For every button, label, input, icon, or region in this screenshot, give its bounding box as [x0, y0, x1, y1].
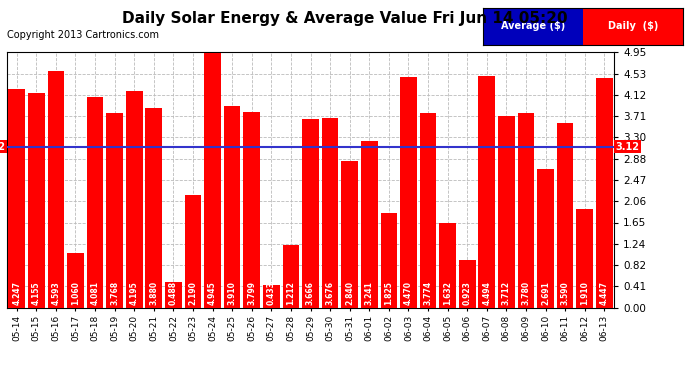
Bar [400, 77, 417, 308]
Bar [361, 141, 377, 308]
Text: 3.676: 3.676 [326, 281, 335, 305]
Text: 3.768: 3.768 [110, 281, 119, 305]
Bar [8, 89, 25, 308]
Text: 1.212: 1.212 [286, 281, 295, 305]
Text: 4.195: 4.195 [130, 281, 139, 305]
Bar [576, 209, 593, 308]
Bar [440, 224, 456, 308]
Text: 3.241: 3.241 [365, 281, 374, 305]
Text: 4.447: 4.447 [600, 281, 609, 305]
Text: 2.190: 2.190 [188, 281, 197, 305]
Text: 3.712: 3.712 [502, 281, 511, 305]
FancyBboxPatch shape [483, 8, 583, 45]
Text: 4.593: 4.593 [51, 281, 60, 305]
Text: 4.945: 4.945 [208, 281, 217, 305]
Text: Copyright 2013 Cartronics.com: Copyright 2013 Cartronics.com [7, 30, 159, 40]
Bar [557, 123, 573, 308]
Text: 2.691: 2.691 [541, 281, 550, 305]
Bar [165, 282, 181, 308]
Text: 3.774: 3.774 [424, 281, 433, 305]
Bar [283, 245, 299, 308]
Bar [87, 97, 104, 308]
Text: 1.910: 1.910 [580, 281, 589, 305]
Bar [48, 71, 64, 308]
Bar [420, 113, 436, 308]
Text: 1.632: 1.632 [443, 281, 452, 305]
Text: 3.590: 3.590 [561, 281, 570, 305]
Bar [67, 253, 83, 308]
Text: 3.880: 3.880 [149, 281, 158, 305]
Text: 1.825: 1.825 [384, 281, 393, 305]
Bar [322, 118, 338, 308]
Text: 4.494: 4.494 [482, 281, 491, 305]
Text: 3.799: 3.799 [247, 281, 256, 305]
Bar [459, 260, 475, 308]
Text: 0.488: 0.488 [169, 281, 178, 305]
Bar [518, 113, 534, 308]
Text: 3.12: 3.12 [615, 142, 640, 152]
Text: Average ($): Average ($) [501, 21, 565, 31]
Bar [478, 76, 495, 308]
FancyBboxPatch shape [583, 8, 683, 45]
Text: 4.247: 4.247 [12, 281, 21, 305]
Bar [498, 116, 515, 308]
Text: 4.155: 4.155 [32, 281, 41, 305]
Text: 3.780: 3.780 [522, 281, 531, 305]
Text: 1.060: 1.060 [71, 281, 80, 305]
Bar [342, 161, 358, 308]
Bar [538, 169, 554, 308]
Text: 0.923: 0.923 [463, 281, 472, 305]
Bar [596, 78, 613, 308]
Bar [28, 93, 45, 308]
Text: 0.433: 0.433 [267, 281, 276, 305]
Bar [204, 53, 221, 307]
Text: 4.470: 4.470 [404, 281, 413, 305]
Text: 2.840: 2.840 [345, 281, 354, 305]
Text: 3.910: 3.910 [228, 281, 237, 305]
Text: 3.12: 3.12 [0, 142, 6, 152]
Bar [302, 118, 319, 308]
Bar [146, 108, 162, 307]
Text: Daily Solar Energy & Average Value Fri Jun 14 05:20: Daily Solar Energy & Average Value Fri J… [122, 11, 568, 26]
Bar [126, 92, 143, 308]
Bar [106, 113, 123, 308]
Bar [224, 106, 241, 307]
Text: 3.666: 3.666 [306, 281, 315, 305]
Bar [244, 112, 260, 308]
Bar [185, 195, 201, 308]
Text: Daily  ($): Daily ($) [608, 21, 658, 31]
Bar [380, 213, 397, 308]
Text: 4.081: 4.081 [90, 281, 99, 305]
Bar [263, 285, 279, 308]
